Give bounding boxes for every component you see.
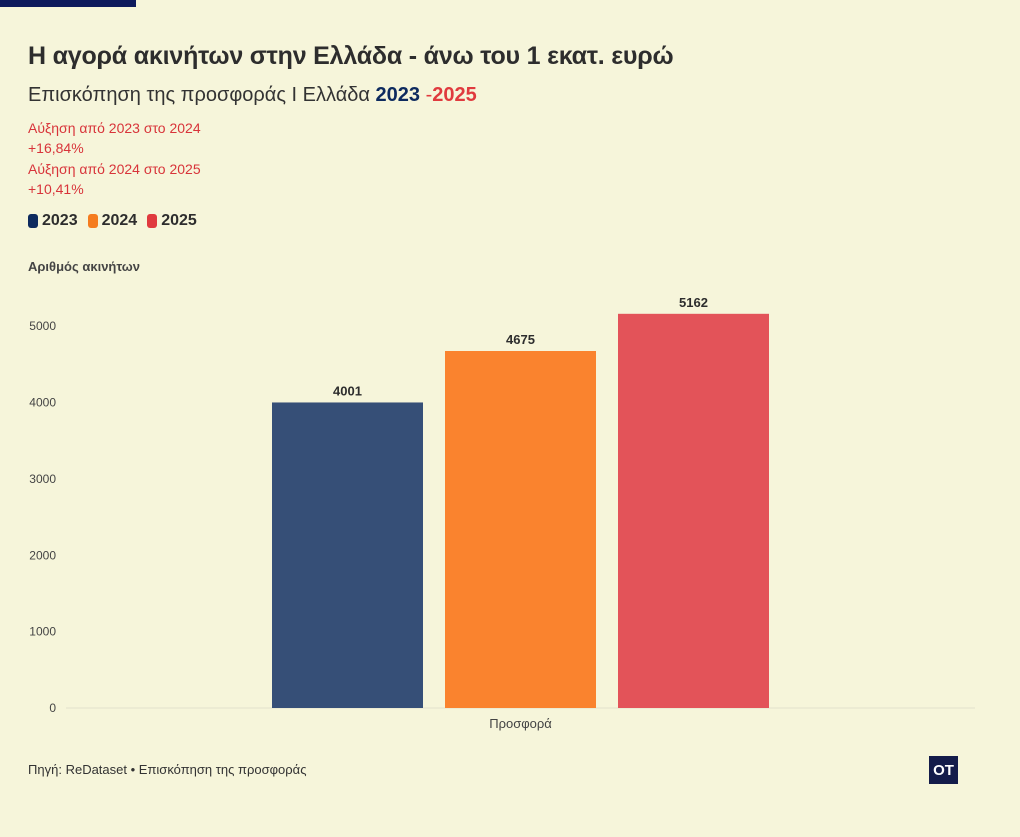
legend-item-2024: 2024	[87, 212, 138, 230]
legend-label-2024: 2024	[101, 212, 138, 229]
subtitle-year-start: 2023	[375, 84, 421, 106]
x-category-label: Προσφορά	[489, 716, 552, 731]
growth-notes: Αύξηση από 2023 στο 2024 +16,84% Αύξηση …	[28, 118, 201, 199]
data-label-2023: 4001	[333, 383, 362, 398]
data-label-2024: 4675	[506, 332, 535, 347]
note-growth-2023-2024-value: +16,84%	[28, 140, 84, 157]
legend-item-2023: 2023	[28, 212, 78, 230]
source-note: Πηγή: ReDataset • Επισκόπηση της προσφορ…	[28, 762, 307, 777]
top-accent-strip	[0, 0, 136, 7]
note-growth-2023-2024-label: Αύξηση από 2023 στο 2024	[28, 120, 201, 136]
y-tick-label: 5000	[29, 319, 56, 333]
y-axis-label: Αριθμός ακινήτων	[28, 259, 141, 274]
y-tick-label: 4000	[29, 396, 56, 410]
note-growth-2024-2025-label: Αύξηση από 2024 στο 2025	[28, 160, 201, 177]
legend-swatch-2023	[28, 214, 38, 228]
chart-legend: 2023 2024 2025	[28, 212, 197, 230]
data-label-2025: 5162	[679, 295, 708, 310]
subtitle-dash: -	[420, 84, 433, 106]
subtitle-year-end: 2025	[432, 84, 477, 106]
legend-label-2023: 2023	[42, 212, 78, 229]
note-growth-2024-2025-value: +10,41%	[28, 180, 84, 197]
y-tick-label: 1000	[29, 625, 56, 639]
subtitle-text: Επισκόπηση της προσφοράς Ι Ελλάδα	[28, 84, 376, 106]
legend-swatch-2024	[87, 214, 98, 228]
y-tick-label: 2000	[29, 548, 56, 562]
bar-chart: 0 1000 2000 3000 4000 5000 4001 4675 5162 Προσφορ…	[29, 295, 975, 731]
publisher-logo: OT	[929, 756, 958, 784]
chart-title: Η αγορά ακινήτων στην Ελλάδα - άνω του 1…	[28, 42, 674, 70]
bar-2023	[272, 402, 423, 708]
bar-2025	[618, 313, 769, 708]
y-tick-label: 3000	[29, 472, 56, 486]
chart-subtitle: Επισκόπηση της προσφοράς Ι Ελλάδα 2023 -…	[28, 84, 477, 107]
y-tick-label: 0	[49, 701, 56, 715]
bar-2024	[445, 351, 596, 708]
legend-swatch-2025	[147, 214, 158, 228]
legend-item-2025: 2025	[147, 212, 197, 230]
legend-label-2025: 2025	[161, 212, 197, 229]
